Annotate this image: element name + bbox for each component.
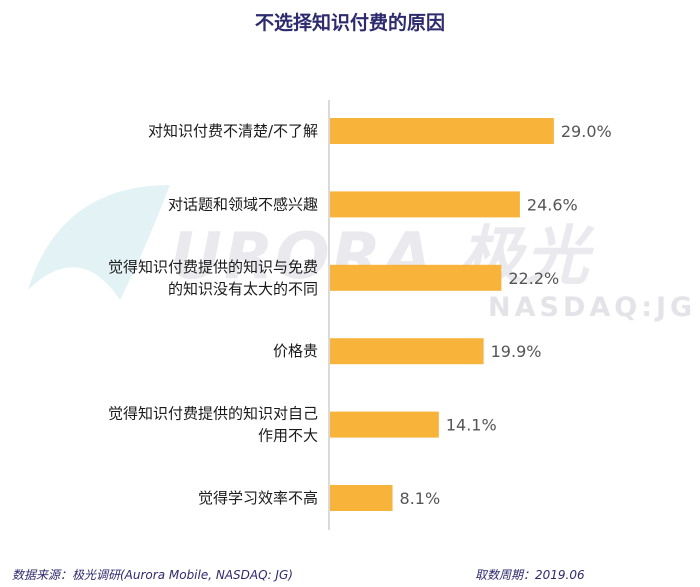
category-label-line: 对话题和领域不感兴趣 [168,195,318,213]
category-label-line: 对知识付费不清楚/不了解 [148,122,318,140]
bar-value-label-1: 24.6% [527,195,578,214]
watermark-logo-shape [28,185,170,300]
bar-1 [330,191,520,218]
category-label-3: 价格贵 [273,342,318,360]
category-label-line: 作用不大 [258,427,318,445]
category-label-line: 觉得学习效率不高 [198,489,318,507]
watermark-sub-text: NASDAQ:JG [488,292,697,323]
chart-title: 不选择知识付费的原因 [254,12,445,34]
category-label-line: 觉得知识付费提供的知识对自己 [108,405,318,423]
bar-value-label-5: 8.1% [400,489,441,508]
bar-value-label-0: 29.0% [561,122,612,141]
category-label-2: 觉得知识付费提供的知识与免费的知识没有太大的不同 [108,258,318,298]
category-label-0: 对知识付费不清楚/不了解 [148,122,318,140]
category-label-5: 觉得学习效率不高 [198,489,318,507]
data-source-note: 数据来源：极光调研(Aurora Mobile, NASDAQ: JG) [12,568,293,582]
category-label-line: 价格贵 [273,342,318,360]
bar-3 [330,338,484,365]
category-label-line: 的知识没有太大的不同 [168,280,318,298]
category-label-1: 对话题和领域不感兴趣 [168,195,318,213]
bar-value-label-2: 22.2% [508,269,559,288]
data-period-note: 取数周期：2019.06 [475,568,585,582]
bar-4 [330,411,439,438]
category-label-4: 觉得知识付费提供的知识对自己作用不大 [108,405,318,445]
bar-0 [330,118,554,144]
bar-5 [330,485,393,511]
bar-value-label-4: 14.1% [446,416,497,435]
bar-2 [330,264,502,291]
category-label-line: 觉得知识付费提供的知识与免费 [108,258,318,276]
bar-value-label-3: 19.9% [491,342,542,361]
